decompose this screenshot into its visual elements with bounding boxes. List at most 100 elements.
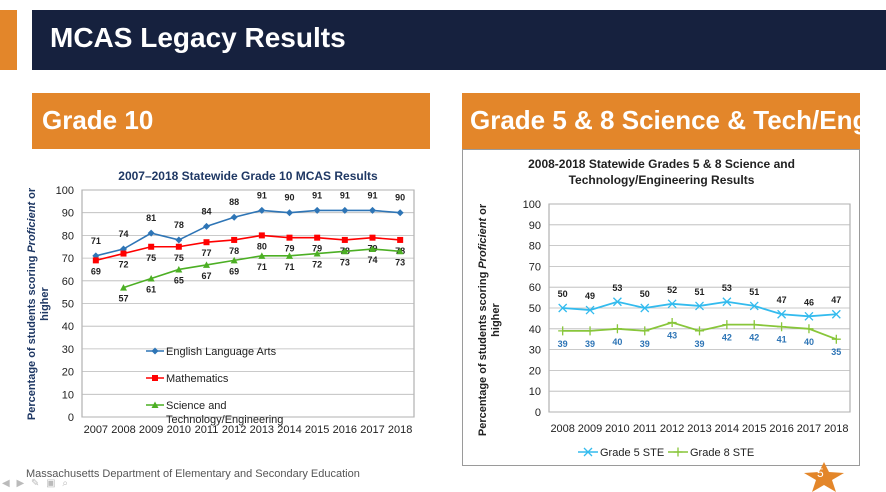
g10-x-tick-label: 2008 (111, 424, 135, 436)
sci-y-tick-label: 40 (529, 324, 541, 336)
g10-data-label: 71 (257, 262, 267, 272)
sci-data-label: 51 (749, 287, 759, 297)
g10-data-label: 79 (284, 244, 294, 254)
g10-data-label: 77 (201, 248, 211, 258)
g10-data-point (369, 245, 376, 253)
g10-data-point (120, 284, 127, 291)
sci-data-point (831, 309, 841, 319)
g10-data-point (397, 236, 404, 243)
g10-data-point (147, 275, 155, 282)
page-star-icon (804, 462, 844, 492)
sci-data-label: 53 (612, 283, 622, 293)
sci-legend-marker (673, 447, 683, 457)
sci-y-tick-label: 60 (529, 282, 541, 294)
g10-y-tick-label: 50 (62, 299, 74, 311)
g10-data-label: 74 (118, 229, 128, 239)
sci-data-point (722, 320, 732, 330)
sci-y-tick-label: 30 (529, 345, 541, 357)
g10-x-tick-label: 2018 (388, 424, 412, 436)
presentation-controls[interactable]: ◀ ▶ ✎ ▣ ⌕ (2, 478, 70, 489)
g10-data-point (341, 236, 348, 243)
sci-data-point (777, 309, 787, 319)
sci-x-tick-label: 2014 (715, 423, 739, 435)
g10-data-point (369, 206, 376, 214)
g10-x-tick-label: 2015 (305, 424, 329, 436)
sci-legend-label: Grade 5 STE (600, 447, 664, 459)
sci-data-point (667, 318, 677, 328)
g10-data-label: 65 (174, 275, 184, 285)
g10-data-label: 71 (91, 236, 101, 246)
footer-text: Massachusetts Department of Elementary a… (26, 468, 360, 480)
sci-data-point (749, 301, 759, 311)
g10-data-label: 91 (312, 190, 322, 200)
g10-y-tick-label: 20 (62, 367, 74, 379)
g10-legend-marker (151, 401, 159, 408)
g10-data-point (92, 257, 99, 264)
g10-data-label: 91 (367, 190, 377, 200)
sci-x-tick-label: 2008 (550, 423, 574, 435)
g10-y-tick-label: 10 (62, 389, 74, 401)
sci-y-tick-label: 10 (529, 386, 541, 398)
g10-data-point (313, 250, 321, 257)
g10-data-label: 72 (118, 260, 128, 270)
g10-data-label: 75 (174, 253, 184, 263)
sci-data-label: 41 (777, 335, 787, 345)
sci-data-point (695, 301, 704, 311)
sci-x-tick-label: 2016 (769, 423, 793, 435)
sci-data-point (695, 326, 704, 336)
g10-series-line (95, 234, 401, 262)
sci-x-tick-label: 2018 (824, 423, 848, 435)
g10-legend-label: Science and Technology/Engineering (166, 400, 283, 426)
sci-chart-title: 2008-2018 Statewide Grades 5 & 8 Science… (528, 157, 795, 187)
g10-series-line (95, 209, 401, 257)
g10-y-tick-label: 30 (62, 344, 74, 356)
science-heading: Grade 5 & 8 Science & Tech/Eng (470, 105, 869, 135)
g10-x-tick-label: 2012 (222, 424, 246, 436)
sci-y-tick-label: 50 (529, 303, 541, 315)
g10-data-label: 90 (284, 193, 294, 203)
g10-data-label: 81 (146, 213, 156, 223)
g10-data-point (314, 234, 321, 241)
g10-legend-label: English Language Arts (166, 346, 277, 358)
sci-data-label: 42 (749, 333, 759, 343)
g10-data-label: 61 (146, 285, 156, 295)
g10-data-point (175, 236, 183, 244)
g10-data-label: 67 (201, 271, 211, 281)
g10-data-point (230, 213, 238, 221)
g10-data-label: 74 (367, 255, 377, 265)
g10-data-label: 72 (312, 260, 322, 270)
g10-x-tick-label: 2011 (195, 424, 219, 436)
sci-data-label: 47 (777, 295, 787, 305)
g10-y-tick-label: 70 (62, 253, 74, 265)
sci-data-point (612, 324, 622, 334)
g10-data-point (203, 239, 210, 246)
g10-data-point (396, 247, 404, 255)
g10-data-label: 91 (340, 190, 350, 200)
sci-x-tick-label: 2009 (578, 423, 602, 435)
title-bar: MCAS Legacy Results (32, 10, 886, 70)
sci-y-tick-label: 90 (529, 220, 541, 232)
g10-data-point (230, 256, 238, 264)
g10-y-tick-label: 90 (62, 208, 74, 220)
title-accent-tab (0, 10, 17, 70)
sci-data-label: 39 (640, 339, 650, 349)
g10-data-point (341, 206, 349, 214)
g10-y-tick-label: 60 (62, 276, 74, 288)
sci-data-point (640, 303, 650, 313)
sci-data-label: 43 (667, 331, 677, 341)
g10-data-point (258, 252, 266, 259)
sci-data-label: 46 (804, 297, 814, 307)
g10-legend-marker (151, 347, 159, 355)
sci-y-tick-label: 100 (523, 199, 541, 211)
g10-data-label: 84 (201, 206, 211, 216)
g10-legend-marker (152, 375, 158, 381)
g10-data-label: 69 (91, 266, 101, 276)
g10-data-label: 69 (229, 266, 239, 276)
g10-y-tick-label: 100 (56, 185, 74, 197)
g10-data-point (120, 250, 127, 257)
g10-legend-label: Mathematics (166, 373, 229, 385)
sci-data-label: 50 (640, 289, 650, 299)
g10-chart-title: 2007–2018 Statewide Grade 10 MCAS Result… (118, 169, 378, 183)
g10-data-point (341, 247, 349, 255)
sci-data-point (804, 324, 814, 334)
